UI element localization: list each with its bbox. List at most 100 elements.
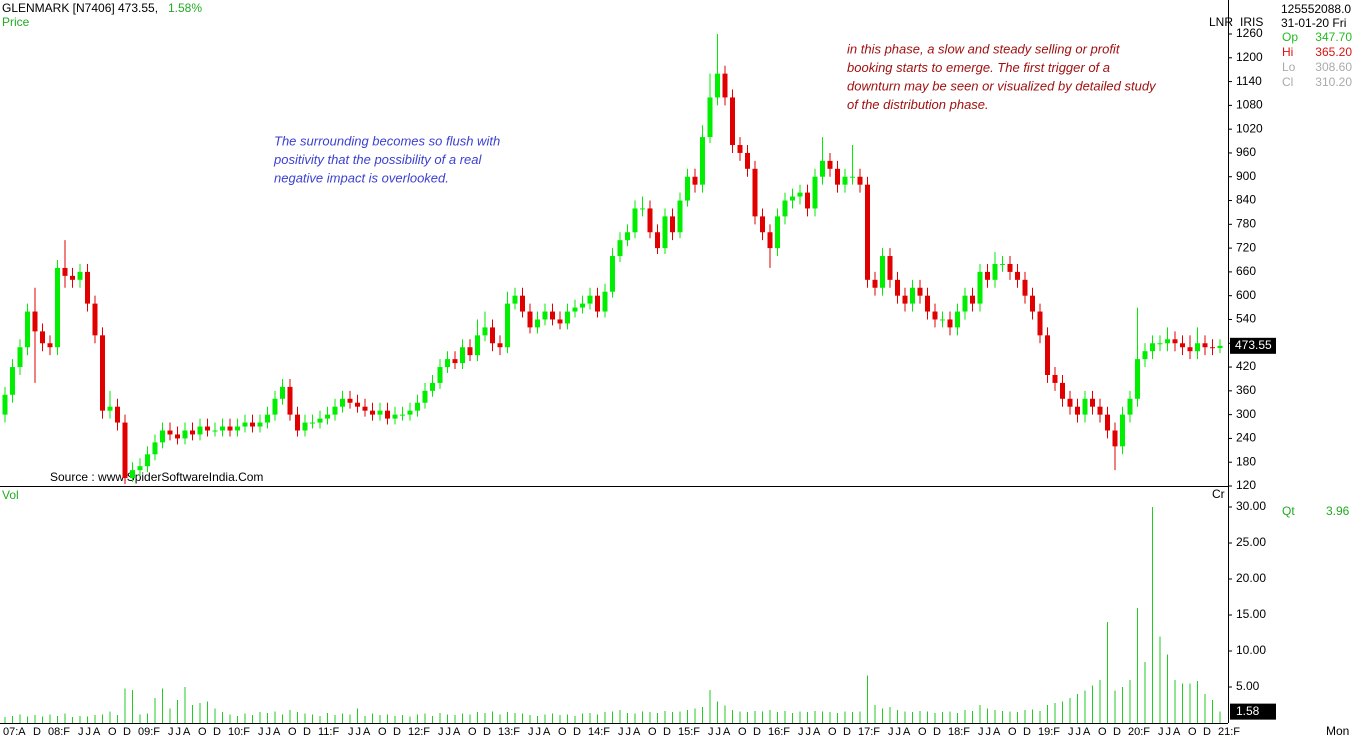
y-tick-label: 15.00	[1236, 607, 1266, 621]
candle-body	[1120, 414, 1125, 447]
x-tick-label: O	[378, 726, 387, 738]
x-tick-label: O	[198, 726, 207, 738]
y-tick-label: 180	[1236, 454, 1256, 468]
qt-value: 3.96	[1326, 504, 1350, 518]
candle-body	[842, 176, 848, 185]
y-tick-label: 900	[1236, 169, 1256, 183]
info-value: 310.20	[1315, 75, 1352, 89]
candle-body	[1030, 295, 1035, 312]
info-label: Lo	[1282, 60, 1296, 74]
x-tick-label: O	[918, 726, 927, 738]
candle-body	[1187, 347, 1193, 352]
x-tick-label: J	[716, 726, 722, 738]
candle-body	[130, 470, 135, 479]
x-tick-label: A	[993, 726, 1001, 738]
day: Mon	[1326, 724, 1349, 738]
x-tick-label: J	[1158, 726, 1164, 738]
candle-body	[587, 295, 593, 304]
candle-body	[265, 414, 270, 423]
candle-body	[77, 271, 83, 280]
x-tick-label: D	[753, 726, 761, 738]
x-tick-label: D	[393, 726, 401, 738]
x-tick-label: J	[86, 726, 92, 738]
candle-body	[760, 216, 765, 233]
y-tick-label: 120	[1236, 478, 1256, 492]
candle-body	[1000, 263, 1005, 265]
x-tick-label: 12:F	[408, 726, 430, 738]
last-price-label: 473.55	[1235, 338, 1272, 352]
info-label: Cl	[1282, 75, 1293, 89]
x-tick-label: J	[626, 726, 632, 738]
candle-body	[235, 426, 240, 431]
candle-body	[2, 394, 8, 415]
x-tick-label: O	[648, 726, 657, 738]
candle-body	[10, 367, 15, 395]
candle-body	[955, 311, 960, 328]
last-price-box	[1230, 337, 1276, 354]
x-tick-label: A	[813, 726, 821, 738]
candle-body	[362, 406, 368, 411]
x-tick-label: J	[708, 726, 714, 738]
candle-body	[910, 287, 915, 304]
x-tick-label: O	[468, 726, 477, 738]
x-tick-label: J	[528, 726, 534, 738]
x-tick-label: D	[573, 726, 581, 738]
candle-body	[182, 430, 188, 439]
x-tick-label: J	[896, 726, 902, 738]
info-date: 31-01-20 Fri	[1281, 16, 1346, 30]
candle-body	[557, 319, 563, 324]
candle-body	[1210, 347, 1215, 349]
y-tick-label: 1200	[1236, 50, 1263, 64]
candle-body	[197, 426, 203, 435]
candle-body	[752, 168, 758, 217]
x-tick-label: 15:F	[678, 726, 700, 738]
candle-body	[325, 414, 330, 419]
x-tick-label: A	[273, 726, 281, 738]
candle-body	[475, 335, 480, 356]
candle-body	[625, 232, 630, 241]
candle-body	[512, 295, 518, 304]
x-tick-label: 16:F	[768, 726, 790, 738]
candle-body	[452, 359, 458, 364]
x-tick-label: J	[1076, 726, 1082, 738]
candle-body	[205, 426, 210, 431]
candle-body	[17, 347, 23, 368]
y-tick-label: 1020	[1236, 121, 1263, 135]
candle-body	[25, 311, 30, 348]
candle-body	[887, 256, 893, 280]
candle-body	[422, 390, 428, 403]
candle-body	[1052, 374, 1058, 383]
x-tick-label: 07:A	[3, 726, 26, 738]
candle-body	[40, 331, 45, 344]
candle-body	[1097, 406, 1103, 415]
candle-body	[985, 271, 990, 280]
info-value: 365.20	[1315, 45, 1352, 59]
candle-body	[977, 271, 983, 304]
candle-body	[835, 168, 840, 185]
candle-body	[932, 311, 938, 320]
candle-body	[407, 410, 413, 415]
candle-body	[497, 343, 503, 348]
x-tick-label: D	[1023, 726, 1031, 738]
x-tick-label: J	[986, 726, 992, 738]
candle-body	[1142, 351, 1148, 360]
candle-body	[1217, 345, 1223, 349]
x-tick-label: A	[1083, 726, 1091, 738]
candle-body	[1082, 398, 1088, 415]
candle-body	[602, 291, 608, 312]
candle-body	[947, 319, 953, 328]
candle-body	[100, 335, 105, 411]
x-tick-label: 17:F	[858, 726, 880, 738]
candle-body	[55, 267, 60, 348]
candle-body	[70, 275, 75, 280]
x-tick-label: J	[888, 726, 894, 738]
candle-body	[865, 184, 870, 280]
candle-body	[1022, 279, 1028, 296]
candle-body	[565, 311, 570, 324]
candle-body	[310, 422, 315, 424]
x-tick-label: O	[108, 726, 117, 738]
x-tick-label: O	[288, 726, 297, 738]
y-tick-label: 1140	[1236, 74, 1262, 88]
candle-body	[647, 208, 653, 233]
candle-body	[685, 176, 690, 201]
